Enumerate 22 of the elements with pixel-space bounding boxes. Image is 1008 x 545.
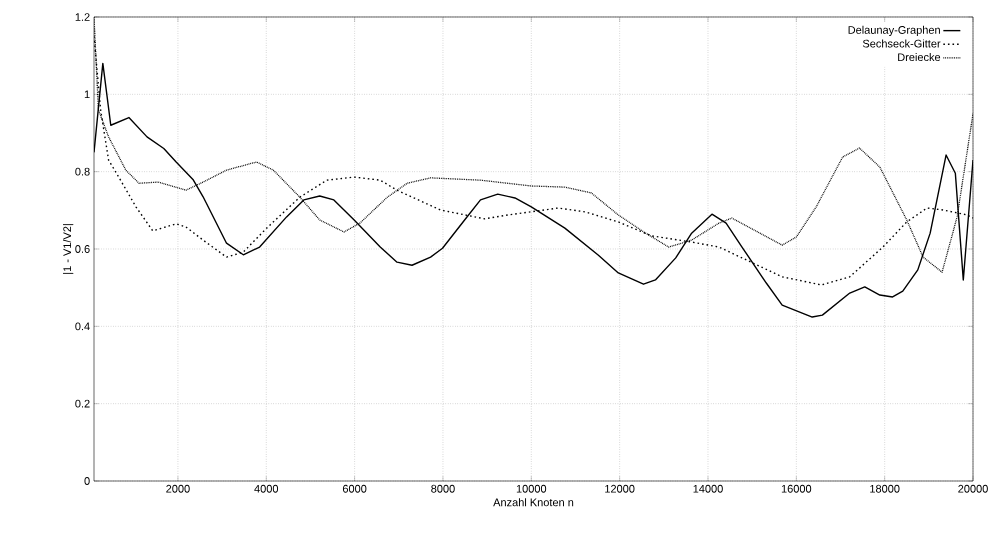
- x-tick-label: 20000: [958, 484, 988, 493]
- y-axis-title: |1 - V1/V2|: [63, 224, 74, 274]
- x-tick-label: 18000: [870, 484, 900, 493]
- y-tick-label: 0: [84, 477, 90, 485]
- x-tick-label: 10000: [516, 484, 547, 493]
- x-axis-title: Anzahl Knoten n: [493, 498, 574, 507]
- x-tick-label: 6000: [342, 484, 367, 493]
- y-tick-label: 0.8: [75, 167, 90, 176]
- x-tick-label: 14000: [693, 484, 723, 493]
- legend-label: Sechseck-Gitter: [862, 39, 941, 48]
- legend-label: Dreiecke: [898, 53, 941, 62]
- x-tick-label: 12000: [605, 484, 635, 493]
- x-tick-label: 4000: [254, 484, 279, 493]
- y-tick-label: 1: [84, 90, 90, 99]
- y-tick-label: 0.4: [75, 322, 90, 331]
- x-tick-label: 8000: [431, 484, 455, 493]
- y-tick-label: 0.2: [75, 399, 90, 408]
- y-tick-label: 1.2: [75, 13, 90, 21]
- x-tick-label: 16000: [781, 484, 812, 493]
- legend-label: Delaunay-Graphen: [848, 25, 940, 37]
- y-tick-label: 0.6: [75, 245, 90, 253]
- x-tick-label: 2000: [166, 484, 190, 493]
